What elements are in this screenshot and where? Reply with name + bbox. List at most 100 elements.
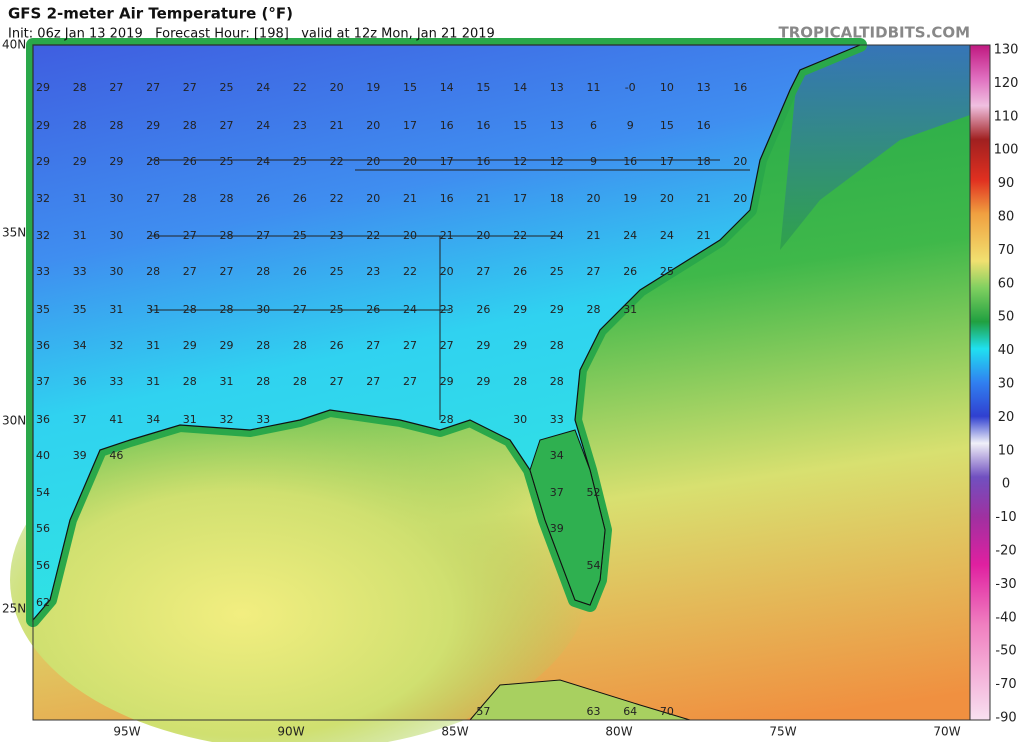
station-temp: 35 (36, 303, 50, 316)
station-temp: 13 (697, 81, 711, 94)
station-temp: 20 (733, 192, 747, 205)
station-temp: 31 (146, 375, 160, 388)
station-temp: 37 (73, 413, 87, 426)
colorbar-label: 90 (998, 176, 1015, 191)
station-temp: 21 (587, 229, 601, 242)
station-temp: 27 (366, 339, 380, 352)
station-temp: 29 (220, 339, 234, 352)
station-temp: 26 (256, 192, 270, 205)
station-temp: 31 (623, 303, 637, 316)
station-temp: 24 (256, 119, 270, 132)
station-temp: 32 (36, 192, 50, 205)
station-temp: 25 (293, 229, 307, 242)
station-temp: 23 (330, 229, 344, 242)
station-temp: 16 (733, 81, 747, 94)
station-temp: 25 (550, 265, 564, 278)
station-temp: 22 (513, 229, 527, 242)
station-temp: 29 (36, 81, 50, 94)
colorbar-label: 10 (998, 443, 1015, 458)
colorbar-label: -90 (995, 711, 1016, 726)
station-temp: 27 (146, 192, 160, 205)
brand: TROPICALTIDBITS.COM (779, 24, 971, 42)
station-temp: 52 (587, 486, 601, 499)
station-temp: 26 (293, 265, 307, 278)
station-temp: 28 (256, 375, 270, 388)
station-temp: 46 (109, 449, 123, 462)
station-temp: 41 (109, 413, 123, 426)
station-temp: 54 (587, 559, 601, 572)
station-temp: 32 (36, 229, 50, 242)
station-temp: 9 (627, 119, 634, 132)
subtitle: Init: 06z Jan 13 2019 Forecast Hour: [19… (8, 27, 495, 42)
station-temp: 40 (36, 449, 50, 462)
station-temp: 54 (36, 486, 50, 499)
station-temp: 39 (550, 522, 564, 535)
colorbar (969, 44, 991, 721)
colorbar-label: 120 (994, 76, 1019, 91)
station-temp: 21 (697, 229, 711, 242)
station-temp: 26 (513, 265, 527, 278)
station-temp: 21 (476, 192, 490, 205)
station-temp: 30 (109, 192, 123, 205)
station-temp: 28 (146, 265, 160, 278)
station-temp: 14 (513, 81, 527, 94)
station-temp: 27 (220, 265, 234, 278)
station-temp: 11 (587, 81, 601, 94)
station-temp: 31 (109, 303, 123, 316)
station-temp: 30 (513, 413, 527, 426)
station-temp: 27 (256, 229, 270, 242)
station-temp: 25 (220, 81, 234, 94)
colorbar-label: -30 (995, 577, 1016, 592)
station-temp: 28 (440, 413, 454, 426)
station-temp: 16 (476, 155, 490, 168)
station-temp: 21 (403, 192, 417, 205)
station-temp: 33 (550, 413, 564, 426)
station-temp: 26 (183, 155, 197, 168)
station-temp: 27 (403, 339, 417, 352)
station-temp: 9 (590, 155, 597, 168)
station-temp: 29 (109, 155, 123, 168)
station-temp: 6 (590, 119, 597, 132)
station-temp: 29 (550, 303, 564, 316)
lat-label: 25N (2, 602, 26, 616)
colorbar-label: 20 (998, 410, 1015, 425)
station-temp: 39 (73, 449, 87, 462)
station-temp: 28 (183, 303, 197, 316)
station-temp: 25 (293, 155, 307, 168)
lon-label: 85W (441, 725, 468, 739)
station-temp: 27 (330, 375, 344, 388)
station-temp: 18 (550, 192, 564, 205)
station-temp: 29 (73, 155, 87, 168)
station-temp: 27 (183, 81, 197, 94)
colorbar-label: 70 (998, 243, 1015, 258)
station-temp: 34 (146, 413, 160, 426)
station-temp: 21 (697, 192, 711, 205)
station-temp: 36 (73, 375, 87, 388)
station-temp: 18 (697, 155, 711, 168)
station-temp: 28 (220, 192, 234, 205)
station-temp: 28 (513, 375, 527, 388)
lon-label: 95W (113, 725, 140, 739)
station-temp: 15 (403, 81, 417, 94)
station-temp: 16 (440, 119, 454, 132)
colorbar-label: 100 (994, 143, 1019, 158)
station-temp: 28 (220, 229, 234, 242)
station-temp: 24 (660, 229, 674, 242)
station-temp: 36 (36, 413, 50, 426)
station-temp: 27 (183, 265, 197, 278)
station-temp: 29 (440, 375, 454, 388)
station-temp: 20 (660, 192, 674, 205)
colorbar-label: -20 (995, 544, 1016, 559)
station-temp: 22 (330, 155, 344, 168)
station-temp: 28 (146, 155, 160, 168)
station-temp: 30 (109, 229, 123, 242)
station-temp: 31 (73, 229, 87, 242)
station-temp: 33 (36, 265, 50, 278)
station-temp: 57 (476, 705, 490, 718)
station-temp: 37 (36, 375, 50, 388)
lon-label: 90W (277, 725, 304, 739)
colorbar-label: 80 (998, 210, 1015, 225)
lat-label: 35N (2, 226, 26, 240)
station-temp: 25 (660, 265, 674, 278)
